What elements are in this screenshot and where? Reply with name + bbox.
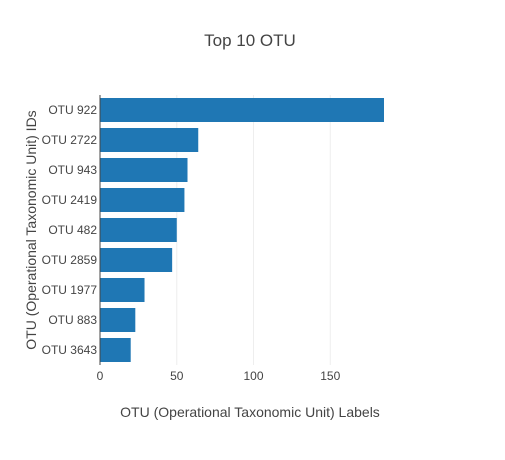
bar	[100, 98, 384, 122]
x-tick-label: 50	[170, 369, 184, 383]
y-tick-label: OTU 2419	[42, 193, 98, 207]
x-tick-label: 150	[320, 369, 340, 383]
y-axis-title: OTU (Operational Taxonomic Unit) IDs	[23, 110, 39, 349]
y-tick-label: OTU 883	[48, 313, 97, 327]
y-tick-label: OTU 482	[48, 223, 97, 237]
y-tick-label: OTU 943	[48, 163, 97, 177]
bar	[100, 248, 173, 272]
y-tick-labels: OTU 922 OTU 2722 OTU 943 OTU 2419 OTU 482 OTU…	[42, 103, 98, 357]
y-tick-label: OTU 922	[48, 103, 97, 117]
bar	[100, 278, 145, 302]
bar	[100, 128, 199, 152]
x-tick-label: 0	[97, 369, 104, 383]
y-tick-label: OTU 2722	[42, 133, 98, 147]
bar	[100, 158, 188, 182]
chart-title: Top 10 OTU	[204, 31, 296, 50]
x-tick-labels: 0 50 100 150	[97, 369, 341, 383]
bar	[100, 338, 131, 362]
grid-lines	[176, 95, 331, 365]
x-axis-title: OTU (Operational Taxonomic Unit) Labels	[120, 404, 380, 420]
bar	[100, 218, 177, 242]
x-tick-label: 100	[243, 369, 263, 383]
bars	[100, 98, 384, 362]
y-tick-label: OTU 2859	[42, 253, 98, 267]
y-tick-label: OTU 1977	[42, 283, 98, 297]
bar	[100, 308, 136, 332]
bar	[100, 188, 185, 212]
y-tick-label: OTU 3643	[42, 343, 98, 357]
